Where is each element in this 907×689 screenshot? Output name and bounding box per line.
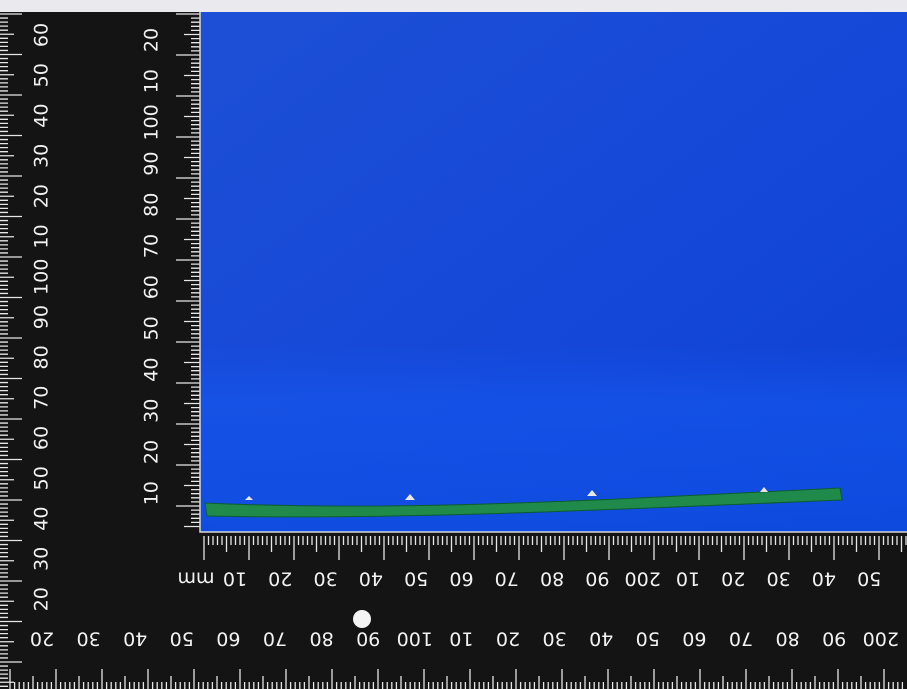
ruler-label: 90 [822, 628, 846, 650]
ruler-label: 70 [263, 628, 287, 650]
ruler-label: 50 [857, 568, 881, 590]
ruler-label: 10 [676, 568, 700, 590]
ruler-label: 100 [397, 628, 433, 650]
tick-marks [0, 13, 907, 689]
ruler-label: 40 [359, 568, 383, 590]
ruler-label: 80 [310, 628, 334, 650]
ruler-label: 50 [636, 628, 660, 650]
ruler-label: 100 [141, 104, 163, 140]
ruler-label: 40 [31, 507, 53, 531]
green-strip [204, 487, 843, 518]
ruler-label: 40 [123, 628, 147, 650]
ruler-label: 60 [449, 568, 473, 590]
ruler-label: 50 [31, 466, 53, 490]
ruler-labels: 20 10 100 90 80 70 60 50 40 30 20 10 60 50 40 30 20 10 100… [30, 23, 899, 650]
ruler-label: 200 [863, 628, 899, 650]
ruler-label: 30 [767, 568, 791, 590]
ruler-label: 90 [356, 628, 380, 650]
ruler-label: 50 [31, 63, 53, 87]
ruler-label: 10 [31, 224, 53, 248]
ruler-label: 80 [540, 568, 564, 590]
ruler-label: 70 [141, 234, 163, 258]
ruler-label: 40 [141, 358, 163, 382]
ruler-label: 70 [31, 386, 53, 410]
ruler-label: 30 [314, 568, 338, 590]
ruler-label: 40 [589, 628, 613, 650]
ruler-label: 60 [216, 628, 240, 650]
ruler-label: 40 [812, 568, 836, 590]
ruler-label: 30 [141, 399, 163, 423]
ruler-label: 50 [404, 568, 428, 590]
ruler-label: 50 [170, 628, 194, 650]
ruler-label: 50 [141, 316, 163, 340]
ruler-label: 60 [682, 628, 706, 650]
ruler-label: 80 [141, 193, 163, 217]
ruler-label: 40 [31, 104, 53, 128]
ruler-label: 60 [31, 23, 53, 47]
ruler-label: 10 [223, 568, 247, 590]
ruler-label: 30 [31, 547, 53, 571]
ruler-label: 20 [721, 568, 745, 590]
top-edge [0, 0, 907, 12]
ruler-label: 20 [141, 28, 163, 52]
ruler-label: 90 [585, 568, 609, 590]
ruler-label: 60 [31, 426, 53, 450]
ruler-hole [353, 610, 371, 628]
ruler-label: 100 [31, 259, 53, 295]
ruler-ticks [0, 12, 907, 689]
ruler-label: 90 [141, 152, 163, 176]
ruler-label: 90 [31, 305, 53, 329]
ruler-label: 10 [141, 481, 163, 505]
ruler-label: 70 [729, 628, 753, 650]
ruler-label: 80 [31, 345, 53, 369]
ruler-label: 200 [625, 568, 661, 590]
ruler-label: 10 [449, 628, 473, 650]
ruler-label: 30 [31, 144, 53, 168]
ruler-label: 10 [141, 69, 163, 93]
ruler-label: 20 [30, 628, 54, 650]
ruler-label: 20 [31, 184, 53, 208]
ruler-label: 30 [77, 628, 101, 650]
ruler-label: 20 [496, 628, 520, 650]
ruler-label: 20 [141, 440, 163, 464]
unit-label: mm [177, 568, 214, 590]
ruler-label: 20 [268, 568, 292, 590]
ruler-label: 80 [776, 628, 800, 650]
ruler-label: 20 [31, 587, 53, 611]
ruler-label: 70 [495, 568, 519, 590]
ruler-label: 30 [543, 628, 567, 650]
ruler-label: 60 [141, 275, 163, 299]
